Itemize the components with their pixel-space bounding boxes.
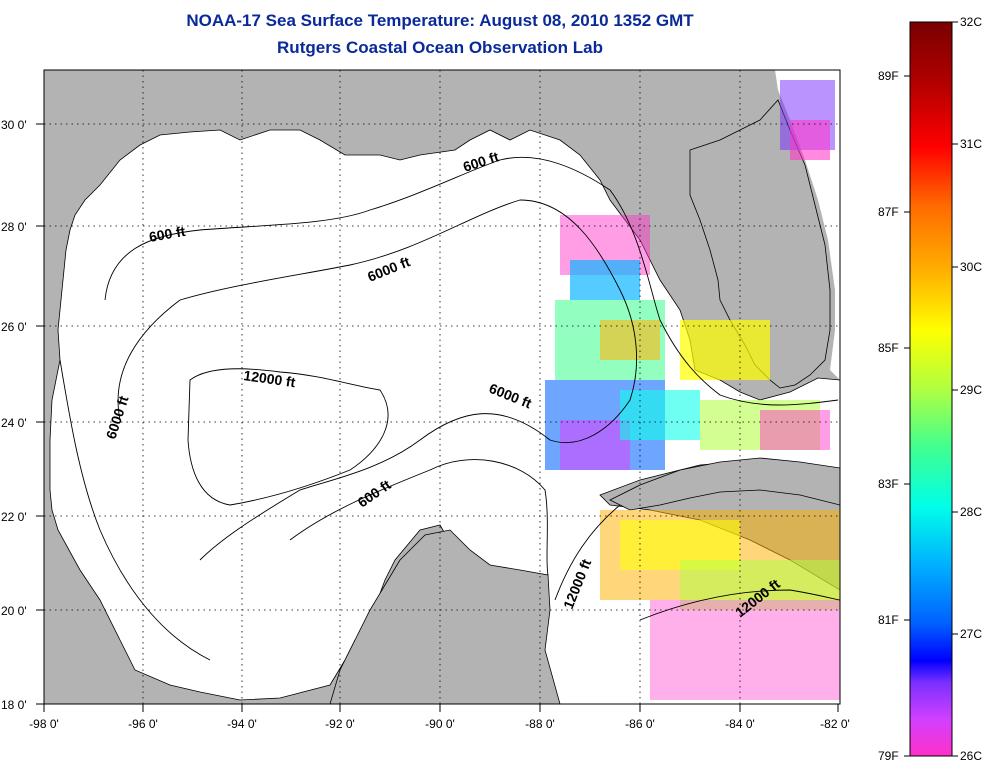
lon-label: -82 0' xyxy=(820,717,850,731)
contour-label: 12000 ft xyxy=(243,367,297,390)
colorbar-c-label: 29C xyxy=(960,383,982,397)
colorbar-c-label: 32C xyxy=(960,15,982,29)
lon-label: -94 0' xyxy=(227,717,257,731)
lat-label: 24 0' xyxy=(1,416,27,430)
contour-6000ft-west xyxy=(59,359,211,661)
contour-12000ft-channel xyxy=(554,504,621,601)
colorbar-f-label: 87F xyxy=(878,205,899,219)
colorbar-c-label: 28C xyxy=(960,505,982,519)
lon-label: -84 0' xyxy=(725,717,755,731)
axis-ticks xyxy=(36,123,839,712)
map-frame xyxy=(43,69,841,705)
contour-6000ft xyxy=(117,199,637,561)
lat-label: 30 0' xyxy=(1,118,27,132)
colorbar-f-label: 85F xyxy=(878,341,899,355)
colorbar-f-label: 81F xyxy=(878,613,899,627)
contour-600ft-south xyxy=(289,459,549,576)
map-subtitle: Rutgers Coastal Ocean Observation Lab xyxy=(277,38,603,57)
colorbar-f-label: 79F xyxy=(878,749,899,763)
contour-12000ft-caribbean xyxy=(639,589,840,621)
lon-label: -92 0' xyxy=(325,717,355,731)
colorbar-c-label: 27C xyxy=(960,627,982,641)
contour-label: 600 ft xyxy=(148,223,187,245)
lat-label: 28 0' xyxy=(1,220,27,234)
lon-label: -90 0' xyxy=(425,717,455,731)
lat-label: 26 0' xyxy=(1,320,27,334)
colorbar-f-label: 89F xyxy=(878,69,899,83)
lat-label: 22 0' xyxy=(1,510,27,524)
lon-label: -88 0' xyxy=(525,717,555,731)
longitude-labels: -98 0' -96 0' -94 0' -92 0' -90 0' -88 0… xyxy=(29,717,850,731)
colorbar-c-label: 30C xyxy=(960,260,982,274)
latitude-labels: 18 0' 20 0' 22 0' 24 0' 26 0' 28 0' 30 0… xyxy=(1,118,27,712)
contour-12000ft xyxy=(187,368,389,506)
colorbar-ramp xyxy=(909,21,953,757)
cuba-land xyxy=(609,457,840,511)
colorbar: 32C 31C 30C 29C 28C 27C 26C 89F 87F 85F … xyxy=(878,15,982,763)
colorbar-c-label: 26C xyxy=(960,749,982,763)
map-area: 600 ft 600 ft 6000 ft 6000 ft 6000 ft 12… xyxy=(44,70,840,704)
lon-label: -86 0' xyxy=(625,717,655,731)
colorbar-f-label: 83F xyxy=(878,477,899,491)
lon-label: -98 0' xyxy=(29,717,59,731)
yucatan-land xyxy=(329,529,561,704)
lon-label: -96 0' xyxy=(128,717,158,731)
lat-label: 20 0' xyxy=(1,604,27,618)
colorbar-c-label: 31C xyxy=(960,137,982,151)
lat-label: 18 0' xyxy=(1,698,27,712)
colorbar-ticks xyxy=(904,21,958,757)
map-title: NOAA-17 Sea Surface Temperature: August … xyxy=(186,11,694,30)
graticule xyxy=(44,70,840,704)
sst-pixels xyxy=(545,80,840,700)
